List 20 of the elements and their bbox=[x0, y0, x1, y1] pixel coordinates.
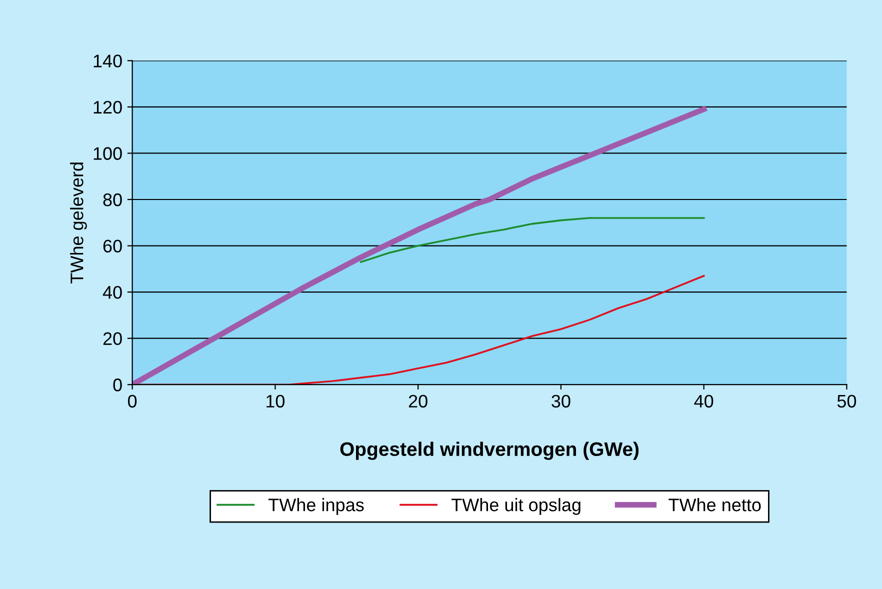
x-tick-label: 30 bbox=[552, 394, 570, 408]
y-tick-label: 20 bbox=[103, 332, 122, 346]
x-axis-title: Opgesteld windvermogen (GWe) bbox=[340, 442, 639, 460]
x-tick-label: 10 bbox=[266, 394, 285, 408]
y-tick-label: 100 bbox=[94, 147, 122, 160]
y-tick-label: 60 bbox=[103, 240, 122, 252]
y-tick-label: 140 bbox=[94, 54, 122, 68]
legend-label: TWhe inpas bbox=[268, 498, 364, 515]
x-tick-label: 50 bbox=[837, 394, 856, 408]
y-tick-label: 0 bbox=[113, 378, 122, 392]
x-tick-label: 0 bbox=[128, 394, 137, 408]
legend-label: TWhe netto bbox=[668, 498, 761, 512]
legend-label: TWhe uit opslag bbox=[451, 498, 580, 515]
y-tick-label: 120 bbox=[94, 100, 122, 114]
y-axis-title: TWhe geleverd bbox=[70, 162, 87, 284]
y-tick-label: 80 bbox=[103, 193, 122, 206]
x-tick-label: 40 bbox=[694, 394, 714, 408]
y-tick-label: 40 bbox=[102, 286, 122, 299]
line-series bbox=[360, 217, 705, 263]
x-tick-label: 20 bbox=[408, 394, 428, 408]
